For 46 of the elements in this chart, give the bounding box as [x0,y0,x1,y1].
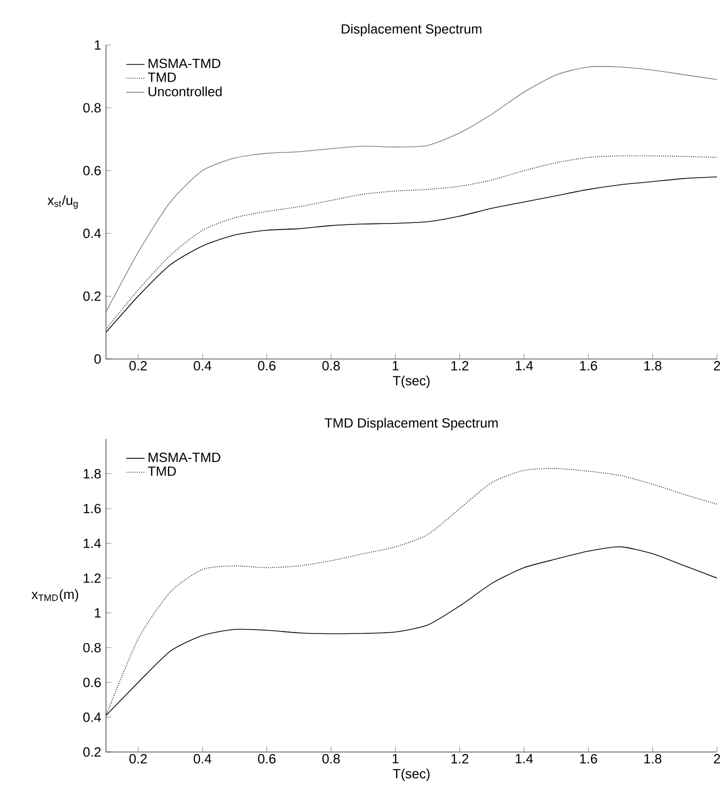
x-axis-title: T(sec) [392,376,430,388]
y-tick-label: 0.8 [83,103,101,113]
y-tick-label: 1.8 [84,469,101,478]
y-tick-label: 1 [94,608,101,618]
x-tick-label: 2 [714,754,720,764]
x-tick-label: 0.6 [258,754,276,764]
x-tick-label: 1.4 [516,754,533,764]
chart-title: Displacement Spectrum [342,24,482,36]
x-tick-label: 0.4 [194,754,212,764]
y-tick-label: 1 [94,40,101,50]
y-tick-label: 0.8 [83,642,101,652]
x-tick-label: 1.2 [451,754,468,764]
y-axis-title: x$_{TMD}$(m) [32,589,78,602]
x-tick-label: 0.6 [258,361,276,370]
x-tick-label: 0.4 [194,361,212,370]
y-tick-label: 0.2 [83,747,101,757]
x-tick-label: 1.4 [516,361,533,370]
x-tick-label: 1.6 [580,754,598,764]
x-tick-label: 2 [714,361,720,370]
x-tick-label: 0.2 [129,361,147,370]
y-axis-title: x$_{st}$/u$_{g}$ [48,195,78,209]
x-tick-label: 1.6 [580,361,598,370]
x-tick-label: 1.8 [644,754,662,764]
legend-label: TMD [148,466,176,476]
y-tick-label: 1.4 [84,538,101,548]
y-tick-label: 1.6 [84,504,101,514]
chart-title: TMD Displacement Spectrum [324,418,498,430]
y-tick-label: 0.2 [83,291,101,301]
x-tick-label: 1.2 [451,361,468,370]
x-tick-label: 1.8 [644,361,662,370]
legend-label: Uncontrolled [148,86,222,96]
legend-label: MSMA-TMD [148,452,220,462]
x-tick-label: 0.8 [322,754,340,764]
legend-label: MSMA-TMD [148,58,220,68]
y-tick-label: 0.6 [83,166,101,176]
y-tick-label: 0 [94,354,101,364]
x-tick-label: 1 [392,361,398,370]
legend-label: TMD [148,72,176,82]
x-tick-label: 0.2 [129,754,147,764]
x-tick-label: 1 [392,754,398,764]
y-tick-label: 0.6 [83,678,101,688]
y-tick-label: 1.2 [84,573,101,583]
y-tick-label: 0.4 [83,228,101,238]
x-axis-title: T(sec) [392,768,430,782]
y-tick-label: 0.4 [83,712,101,722]
x-tick-label: 0.8 [322,361,340,370]
